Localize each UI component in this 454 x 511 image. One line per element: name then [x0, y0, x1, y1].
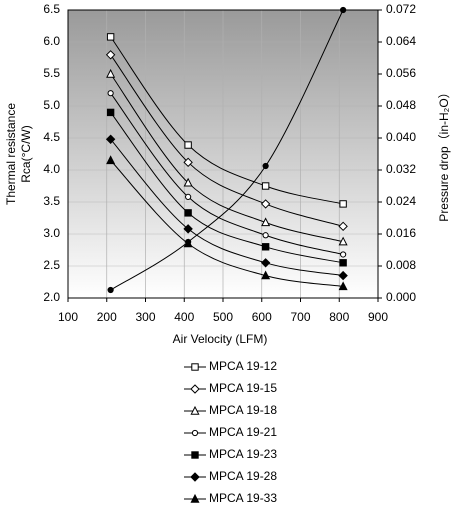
y2-tick-label: 0.008 — [386, 258, 416, 272]
marker — [185, 193, 192, 200]
y-tick-label: 2.0 — [43, 290, 60, 304]
marker — [191, 363, 199, 371]
marker — [261, 270, 271, 280]
marker — [105, 50, 116, 60]
y-axis-label: Thermal resistance — [4, 103, 18, 205]
series-line — [110, 54, 344, 227]
x-tick-label: 500 — [213, 310, 233, 324]
marker — [339, 200, 347, 208]
marker — [338, 236, 348, 246]
y2-tick-label: 0.048 — [386, 98, 416, 112]
series-line — [110, 73, 344, 243]
y-tick-label: 6.0 — [43, 34, 60, 48]
legend-label: MPCA 19-18 — [209, 403, 277, 417]
legend-label: MPCA 19-28 — [209, 469, 277, 483]
y2-axis-label: Pressure drop（in-H₂O） — [437, 86, 451, 221]
x-tick-label: 700 — [290, 310, 310, 324]
y-tick-label: 4.5 — [43, 130, 60, 144]
y2-tick-label: 0.072 — [386, 2, 416, 16]
marker — [340, 6, 347, 14]
marker — [338, 281, 348, 291]
marker — [107, 90, 114, 97]
y-tick-label: 5.0 — [43, 98, 60, 112]
y-tick-label: 5.5 — [43, 66, 60, 80]
plot-frame — [67, 9, 379, 299]
marker — [190, 472, 200, 482]
marker — [260, 199, 271, 209]
y-axis-label: Rca(°C/W) — [19, 125, 33, 182]
y-tick-label: 4.0 — [43, 162, 60, 176]
legend-label: MPCA 19-23 — [209, 447, 277, 461]
marker — [338, 221, 348, 232]
marker — [260, 258, 271, 268]
x-tick-label: 100 — [58, 310, 78, 324]
y2-tick-label: 0.000 — [386, 290, 416, 304]
marker — [261, 243, 270, 251]
marker — [183, 177, 193, 187]
marker — [262, 162, 269, 170]
series-line — [110, 138, 344, 277]
y-tick-label: 3.5 — [43, 194, 60, 208]
marker — [261, 217, 271, 227]
series-line — [110, 9, 344, 291]
marker — [183, 157, 193, 168]
legend-label: MPCA 19-15 — [209, 381, 277, 395]
marker — [261, 182, 270, 190]
marker — [190, 405, 200, 415]
marker — [106, 33, 115, 41]
x-tick-label: 300 — [135, 310, 155, 324]
y2-tick-label: 0.024 — [386, 194, 416, 208]
marker — [184, 209, 192, 217]
x-tick-label: 400 — [174, 310, 194, 324]
series-line — [110, 112, 344, 264]
marker — [185, 238, 192, 246]
marker — [184, 141, 192, 149]
marker — [339, 259, 347, 267]
x-tick-label: 800 — [329, 310, 349, 324]
marker — [105, 134, 116, 144]
marker — [107, 286, 114, 294]
x-axis-label: Air Velocity (LFM) — [173, 332, 268, 346]
legend-label: MPCA 19-33 — [209, 491, 277, 505]
x-tick-label: 900 — [368, 310, 388, 324]
y2-tick-label: 0.064 — [386, 34, 416, 48]
y-tick-label: 2.5 — [43, 258, 60, 272]
legend-label: MPCA 19-12 — [209, 359, 277, 373]
y-tick-label: 6.5 — [43, 2, 60, 16]
series-line — [110, 160, 344, 287]
x-tick-label: 600 — [252, 310, 272, 324]
marker — [190, 493, 200, 503]
y2-tick-label: 0.016 — [386, 226, 416, 240]
series-line — [110, 92, 344, 255]
series-line — [110, 36, 344, 205]
marker — [338, 270, 348, 281]
marker — [106, 155, 116, 165]
y2-tick-label: 0.040 — [386, 130, 416, 144]
y2-tick-label: 0.032 — [386, 162, 416, 176]
x-tick-label: 200 — [97, 310, 117, 324]
y2-tick-label: 0.056 — [386, 66, 416, 80]
marker — [106, 68, 116, 78]
marker — [183, 224, 193, 234]
marker — [106, 108, 115, 117]
marker — [191, 451, 199, 459]
marker — [340, 251, 347, 258]
y-tick-label: 3.0 — [43, 226, 60, 240]
marker — [191, 429, 199, 437]
legend-label: MPCA 19-21 — [209, 425, 277, 439]
marker — [190, 384, 200, 394]
marker — [262, 232, 269, 239]
